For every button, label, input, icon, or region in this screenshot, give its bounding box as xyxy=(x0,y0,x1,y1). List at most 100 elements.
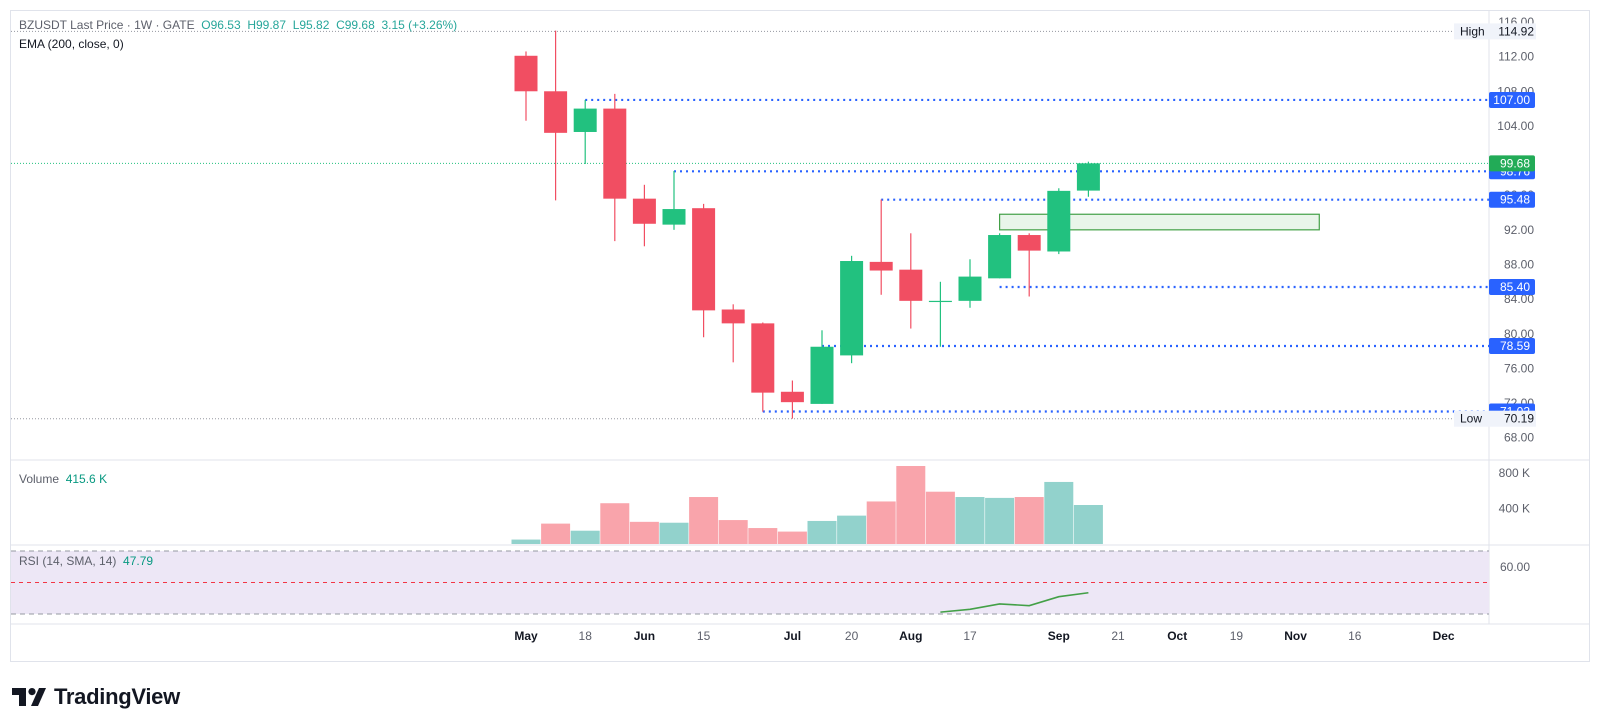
candle-body xyxy=(603,108,627,199)
current-price-label: 99.68 xyxy=(1500,156,1530,170)
volume-bar xyxy=(925,491,955,544)
candle-body xyxy=(988,235,1012,279)
high-label: H xyxy=(247,18,256,32)
price-y-tick: 112.00 xyxy=(1498,50,1534,64)
volume-bar xyxy=(600,503,630,544)
volume-bar xyxy=(985,497,1015,544)
high-marker-box xyxy=(1454,23,1536,40)
x-tick-label: 16 xyxy=(1348,629,1362,643)
brand-name: TradingView xyxy=(54,684,180,709)
volume-bar xyxy=(1014,497,1044,544)
current-price-badge xyxy=(1489,155,1535,172)
volume-bar xyxy=(955,497,985,544)
x-tick-label: 21 xyxy=(1111,629,1125,643)
candle-body xyxy=(751,323,775,393)
candle-body xyxy=(1047,190,1071,252)
candle-body xyxy=(544,91,568,133)
candle-body xyxy=(840,261,864,356)
volume-bar xyxy=(570,530,600,544)
symbol-line: BZUSDT Last Price · 1W · GATE xyxy=(19,18,195,32)
low-marker-value: 70.19 xyxy=(1504,412,1534,426)
ema-legend: EMA (200, close, 0) xyxy=(19,37,124,51)
candle-body xyxy=(810,346,834,404)
volume-bar xyxy=(659,522,689,544)
level-badge xyxy=(1489,278,1535,295)
level-label: 95.48 xyxy=(1500,193,1530,207)
price-badges: 107.0098.7695.4885.4078.5971.0299.68High… xyxy=(1454,23,1536,427)
candle-body xyxy=(721,309,745,324)
price-y-tick: 76.00 xyxy=(1504,361,1534,375)
candle-body xyxy=(573,108,597,132)
level-badge xyxy=(1489,191,1535,208)
rsi-label: RSI (14, SMA, 14) xyxy=(19,554,117,568)
high-marker-value: 114.92 xyxy=(1498,24,1534,38)
volume-bar xyxy=(748,528,778,544)
volume-bar xyxy=(807,520,837,544)
x-tick-label: Sep xyxy=(1048,629,1070,643)
level-label: 85.40 xyxy=(1500,280,1530,294)
volume-bar xyxy=(718,520,748,544)
x-tick-label: Jul xyxy=(784,629,801,643)
candle-body xyxy=(632,198,656,224)
candle-body xyxy=(514,55,538,92)
price-y-tick: 104.00 xyxy=(1497,119,1534,133)
rsi-y-tick: 60.00 xyxy=(1500,560,1530,574)
rsi-legend: RSI (14, SMA, 14) 47.79 xyxy=(19,554,153,568)
candle-body xyxy=(899,269,923,301)
level-label: 78.59 xyxy=(1500,339,1530,353)
low-marker-box xyxy=(1454,410,1536,427)
x-tick-label: 18 xyxy=(579,629,593,643)
low-value: 95.82 xyxy=(299,18,330,32)
candle-body xyxy=(692,208,716,311)
axes: May 18 Jun 15 Jul 20 Aug 17 Sep 21 Oct 19 Nov 16 Dec 11… xyxy=(514,15,1534,643)
x-tick-label: 17 xyxy=(963,629,977,643)
low-marker-label: Low xyxy=(1460,412,1482,426)
rsi-value: 47.79 xyxy=(123,554,154,568)
close-label: C xyxy=(336,18,345,32)
price-legend: BZUSDT Last Price · 1W · GATE O96.53 H99… xyxy=(19,18,457,32)
candle-body xyxy=(662,209,686,225)
volume-bar xyxy=(689,497,719,544)
volume-bar xyxy=(837,515,867,544)
price-y-tick: 84.00 xyxy=(1504,292,1534,306)
x-tick-label: 15 xyxy=(697,629,711,643)
x-tick-label: Nov xyxy=(1284,629,1307,643)
price-y-tick: 88.00 xyxy=(1504,257,1534,271)
level-label: 107.00 xyxy=(1493,93,1530,107)
x-tick-label: 20 xyxy=(845,629,859,643)
volume-bar xyxy=(629,521,659,544)
volume-value: 415.6 K xyxy=(65,472,108,486)
open-label: O xyxy=(201,18,211,32)
volume-bar xyxy=(1073,505,1103,544)
price-y-tick: 80.00 xyxy=(1504,327,1534,341)
volume-bar xyxy=(511,539,541,544)
low-label: L xyxy=(292,18,300,32)
horizontal-levels xyxy=(11,30,1489,420)
volume-bar xyxy=(896,466,926,544)
volume-bars xyxy=(511,466,1103,544)
change-value: 3.15 (+3.26%) xyxy=(381,18,458,32)
grid xyxy=(11,11,1589,625)
volume-legend: Volume 415.6 K xyxy=(19,472,107,486)
open-value: 96.53 xyxy=(210,18,241,32)
tradingview-logo[interactable]: TradingView xyxy=(12,684,180,710)
volume-y-tick: 800 K xyxy=(1499,466,1530,480)
candle-body xyxy=(869,261,893,271)
candles xyxy=(514,30,1100,419)
volume-bar xyxy=(866,501,896,544)
high-value: 99.87 xyxy=(255,18,287,32)
candle-body xyxy=(1017,235,1041,251)
volume-label: Volume xyxy=(19,472,60,486)
close-value: 99.68 xyxy=(344,18,375,32)
rsi-line xyxy=(940,591,1089,613)
candle-body xyxy=(958,276,982,301)
rsi-band-layer xyxy=(11,550,1489,615)
x-tick-label: May xyxy=(514,629,538,643)
rsi-layer xyxy=(940,591,1089,613)
volume-bar xyxy=(1044,481,1074,544)
level-badge xyxy=(1489,337,1535,354)
price-y-tick: 92.00 xyxy=(1504,223,1534,237)
price-y-tick: 68.00 xyxy=(1504,431,1534,445)
chart-frame xyxy=(10,10,1590,662)
